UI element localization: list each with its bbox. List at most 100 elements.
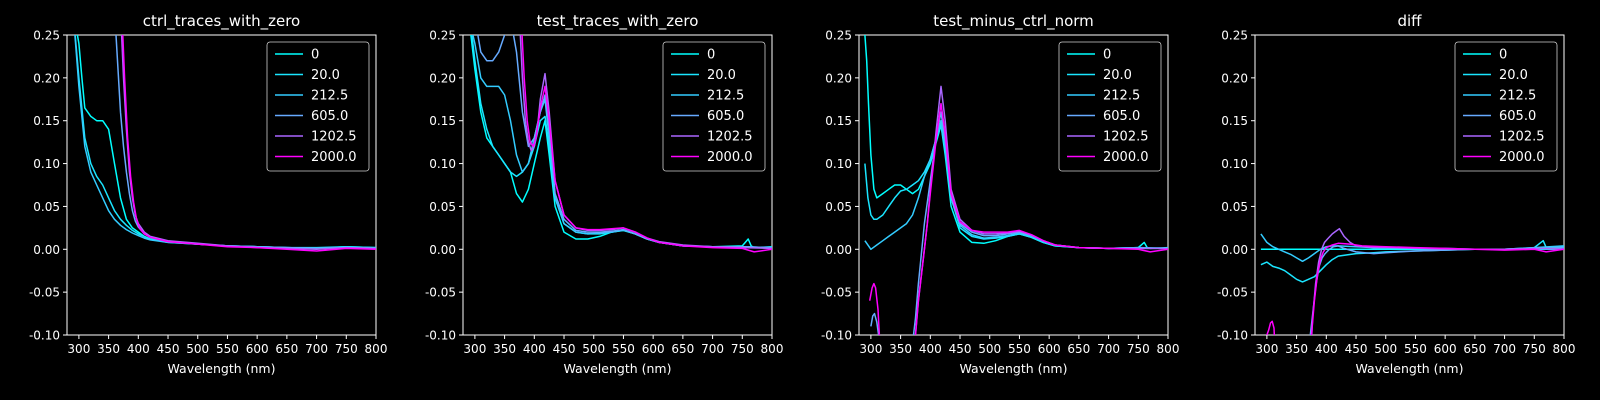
legend-entry: 1202.5	[1103, 130, 1149, 145]
legend-entry: 0	[1103, 48, 1111, 63]
x-tick-label: 600	[642, 342, 665, 356]
x-tick-label: 450	[1345, 342, 1368, 356]
y-tick-label: 0.00	[1221, 243, 1248, 257]
legend-entry: 1202.5	[707, 130, 753, 145]
legend-entry: 212.5	[1103, 89, 1140, 104]
x-tick-label: 800	[1553, 342, 1576, 356]
x-tick-label: 650	[1067, 342, 1090, 356]
y-tick-label: 0.10	[33, 157, 60, 171]
y-tick-label: 0.05	[1221, 200, 1248, 214]
y-tick-label: 0.20	[33, 71, 60, 85]
x-tick-label: 700	[1097, 342, 1120, 356]
legend-entry: 20.0	[311, 68, 340, 83]
x-tick-label: 300	[67, 342, 90, 356]
y-tick-label: 0.15	[33, 114, 60, 128]
x-tick-label: 550	[612, 342, 635, 356]
x-tick-label: 800	[761, 342, 784, 356]
x-tick-label: 750	[1523, 342, 1546, 356]
y-tick-label: 0.05	[825, 200, 852, 214]
y-tick-label: 0.10	[825, 157, 852, 171]
x-tick-label: 750	[731, 342, 754, 356]
x-tick-label: 300	[859, 342, 882, 356]
y-tick-label: -0.10	[29, 329, 60, 343]
chart-title: diff	[1397, 12, 1422, 30]
legend-entry: 605.0	[1499, 109, 1536, 124]
traces	[1260, 227, 1564, 335]
y-tick-label: 0.25	[825, 29, 852, 43]
x-tick-label: 500	[1374, 342, 1397, 356]
series-line-2000-0	[521, 35, 772, 253]
legend-entry: 605.0	[707, 109, 744, 124]
legend-entry: 20.0	[707, 68, 736, 83]
legend-entry: 2000.0	[1499, 150, 1545, 165]
y-tick-label: 0.15	[429, 114, 456, 128]
x-tick-label: 650	[671, 342, 694, 356]
y-tick-label: 0.20	[1221, 71, 1248, 85]
legend: 0 20.0 212.5 605.0 1202.5 2000.0	[1454, 41, 1558, 172]
y-tick-label: -0.10	[1217, 329, 1248, 343]
legend-entry: 212.5	[1499, 89, 1536, 104]
legend-entry: 1202.5	[311, 130, 357, 145]
y-tick-label: 0.00	[33, 243, 60, 257]
y-tick-label: -0.10	[425, 329, 456, 343]
x-tick-label: 600	[246, 342, 269, 356]
x-axis-label: Wavelength (nm)	[564, 361, 672, 376]
chart-panel-2: test_traces_with_zero 300 350 400 450 500 550 6…	[425, 12, 784, 376]
y-tick-label: 0.25	[33, 29, 60, 43]
x-tick-label: 550	[1008, 342, 1031, 356]
y-tick-label: 0.15	[1221, 114, 1248, 128]
x-tick-label: 500	[186, 342, 209, 356]
x-tick-label: 800	[365, 342, 388, 356]
y-tick-label: 0.05	[429, 200, 456, 214]
legend: 0 20.0 212.5 605.0 1202.5 2000.0	[1058, 41, 1162, 172]
legend-entry: 1202.5	[1499, 130, 1545, 145]
x-tick-label: 350	[1285, 342, 1308, 356]
chart-title: test_traces_with_zero	[537, 12, 699, 31]
x-tick-label: 550	[216, 342, 239, 356]
legend-entry: 0	[311, 48, 319, 63]
x-tick-label: 700	[701, 342, 724, 356]
x-tick-label: 450	[949, 342, 972, 356]
legend-entry: 2000.0	[707, 150, 753, 165]
x-axis-label: Wavelength (nm)	[1356, 361, 1464, 376]
x-tick-label: 350	[889, 342, 912, 356]
x-tick-label: 300	[1255, 342, 1278, 356]
legend-entry: 605.0	[1103, 109, 1140, 124]
y-tick-label: 0.00	[825, 243, 852, 257]
x-tick-label: 400	[1315, 342, 1338, 356]
y-tick-label: 0.05	[33, 200, 60, 214]
series-line-2000-0	[1266, 242, 1564, 335]
x-tick-label: 600	[1434, 342, 1457, 356]
y-tick-label: 0.20	[429, 71, 456, 85]
x-axis-label: Wavelength (nm)	[960, 361, 1068, 376]
y-tick-label: 0.10	[429, 157, 456, 171]
traces	[74, 35, 376, 252]
x-tick-label: 750	[1127, 342, 1150, 356]
chart-panel-4: diff 300 350 400 450 500 550 600 650 700 750 800 -0.…	[1217, 12, 1576, 376]
y-tick-label: 0.25	[429, 29, 456, 43]
legend-entry: 605.0	[311, 109, 348, 124]
y-tick-label: -0.05	[821, 286, 852, 300]
legend-entry: 212.5	[311, 89, 348, 104]
legend: 0 20.0 212.5 605.0 1202.5 2000.0	[266, 41, 370, 172]
y-tick-label: -0.10	[821, 329, 852, 343]
series-line-1202-5	[120, 35, 376, 251]
series-line-2000-0	[868, 102, 1168, 335]
traces	[470, 35, 772, 253]
series-line-2000-0	[122, 35, 376, 252]
y-tick-label: -0.05	[425, 286, 456, 300]
x-tick-label: 550	[1404, 342, 1427, 356]
x-tick-label: 400	[523, 342, 546, 356]
y-tick-label: 0.20	[825, 71, 852, 85]
legend-entry: 2000.0	[1103, 150, 1149, 165]
x-tick-label: 450	[157, 342, 180, 356]
y-tick-label: 0.15	[825, 114, 852, 128]
y-tick-label: 0.25	[1221, 29, 1248, 43]
traces	[864, 35, 1168, 335]
x-tick-label: 400	[127, 342, 150, 356]
legend-entry: 20.0	[1103, 68, 1132, 83]
legend: 0 20.0 212.5 605.0 1202.5 2000.0	[662, 41, 766, 172]
x-tick-label: 600	[1038, 342, 1061, 356]
x-axis-label: Wavelength (nm)	[168, 361, 276, 376]
